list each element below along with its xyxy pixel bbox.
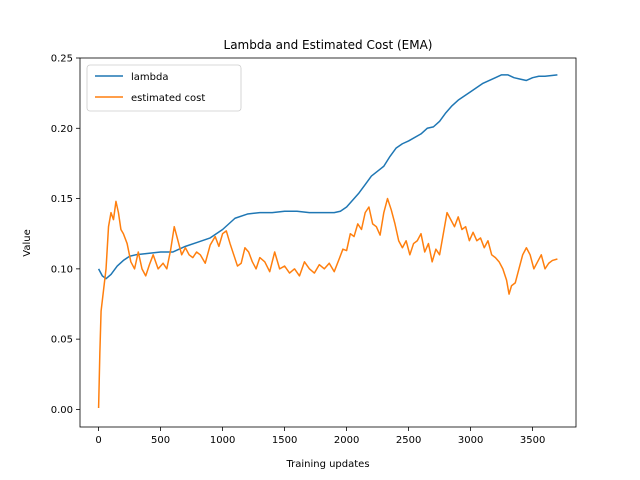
- y-tick-label: 0.15: [51, 194, 73, 205]
- legend-label-estimated-cost: estimated cost: [131, 93, 205, 104]
- legend-label-lambda: lambda: [131, 72, 168, 83]
- series-line-estimated-cost: [97, 197, 558, 409]
- x-axis: 0 500 1000 1500 2000 2500 3000 3500: [95, 427, 545, 446]
- legend: lambda estimated cost: [86, 64, 242, 112]
- x-tick-label: 0: [95, 435, 101, 446]
- y-tick-label: 0.25: [51, 54, 73, 65]
- y-axis: 0.00 0.05 0.10 0.15 0.20 0.25: [51, 54, 80, 416]
- x-axis-label: Training updates: [285, 459, 369, 470]
- y-tick-label: 0.05: [51, 335, 73, 346]
- x-tick-label: 1000: [210, 435, 235, 446]
- axes-frame: [79, 57, 577, 428]
- y-tick-label: 0.10: [51, 264, 73, 275]
- y-axis-label: Value: [22, 229, 33, 256]
- series-layer: [97, 74, 558, 409]
- legend-box: [86, 64, 242, 112]
- plot-area: [79, 57, 577, 428]
- chart-title: Lambda and Estimated Cost (EMA): [224, 38, 433, 52]
- y-tick-label: 0.00: [51, 405, 73, 416]
- x-tick-label: 500: [151, 435, 170, 446]
- x-tick-label: 3500: [520, 435, 545, 446]
- x-tick-label: 2000: [334, 435, 359, 446]
- series-line-lambda: [97, 74, 558, 280]
- x-tick-label: 3000: [458, 435, 483, 446]
- x-tick-label: 1500: [272, 435, 297, 446]
- y-tick-label: 0.20: [51, 124, 73, 135]
- x-tick-label: 2500: [396, 435, 421, 446]
